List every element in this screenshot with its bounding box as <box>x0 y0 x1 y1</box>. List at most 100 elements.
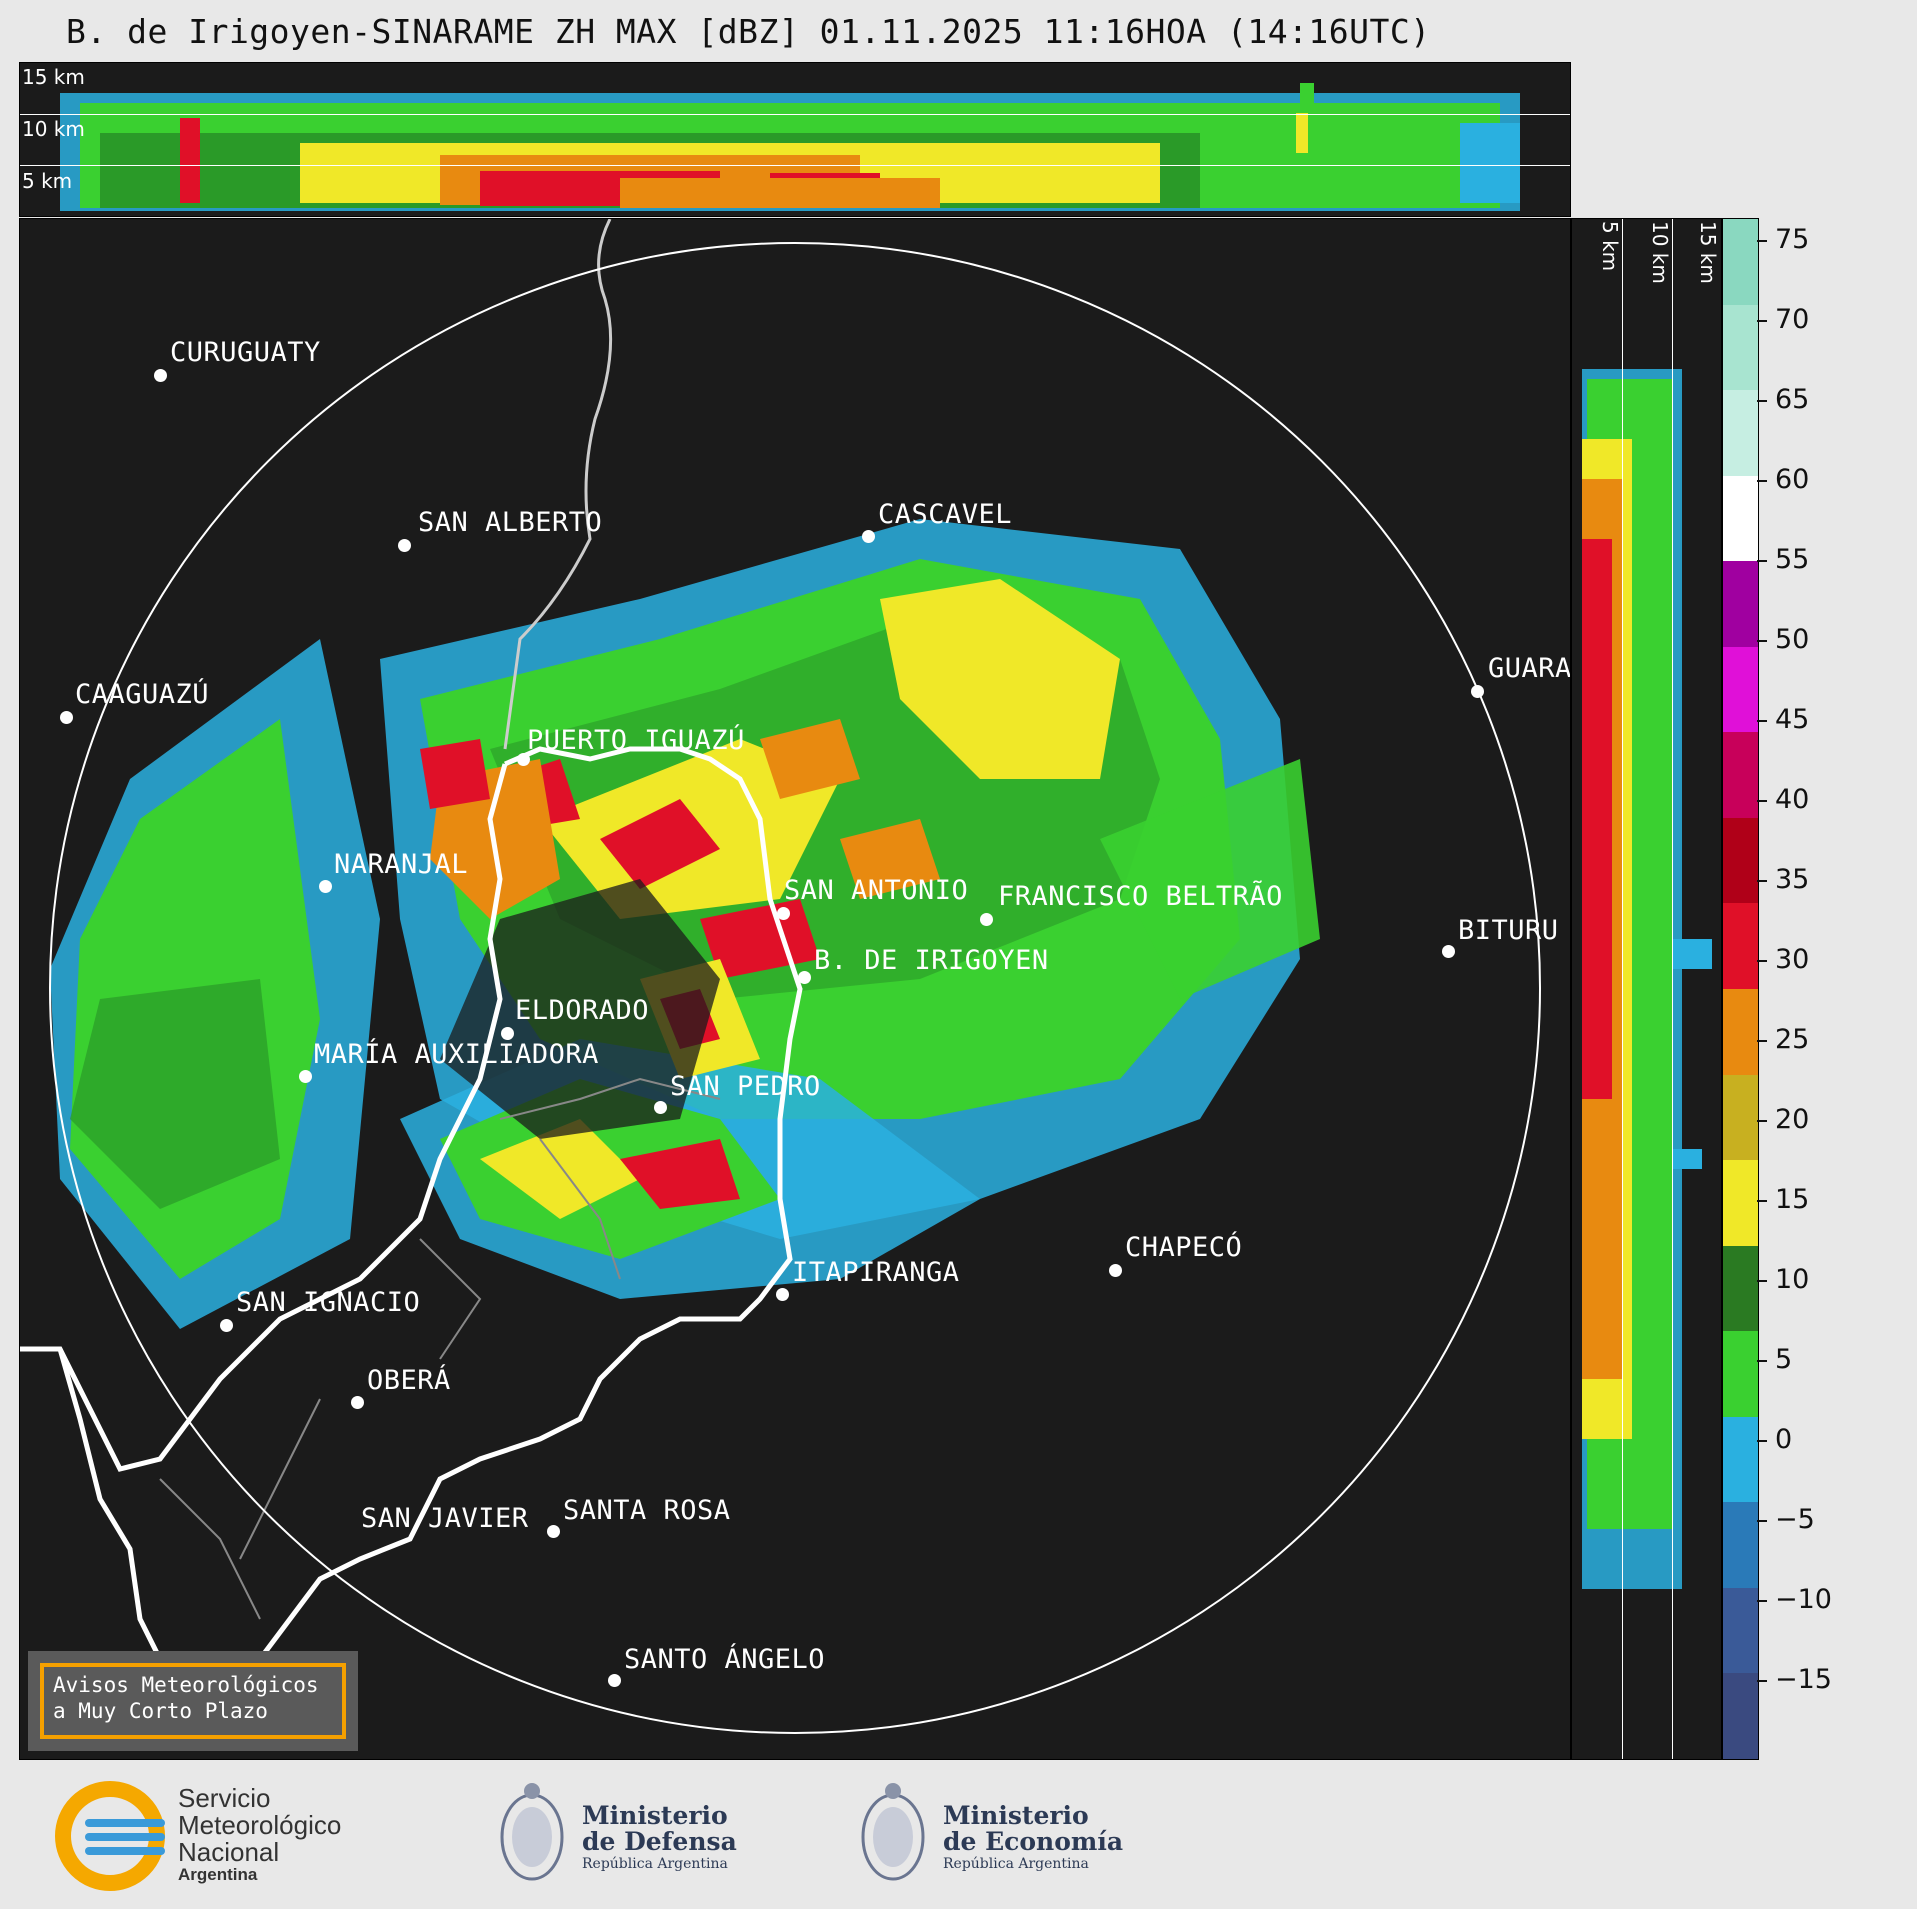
top-cross-section-panel: 15 km 10 km 5 km <box>19 62 1571 217</box>
side-km-label-15: 15 km <box>1696 221 1720 284</box>
city-dot-eldorado <box>501 1027 514 1040</box>
city-label-guara: GUARA <box>1488 653 1571 684</box>
cb-tick-55: 55 <box>1757 544 1809 575</box>
city-label-san-alberto: SAN ALBERTO <box>418 507 603 538</box>
city-dot-naranjal <box>319 880 332 893</box>
economia-logo-text: Ministerio de Economía República Argenti… <box>943 1803 1123 1873</box>
top-km-label-15: 15 km <box>22 65 85 89</box>
city-dot-itapiranga <box>776 1288 789 1301</box>
city-label-b-de-irigoyen: B. DE IRIGOYEN <box>814 945 1049 976</box>
footer-logos: Servicio Meteorológico Nacional Argentin… <box>0 1765 1917 1909</box>
colorbar-band <box>1723 732 1758 821</box>
smn-line-2: Meteorológico <box>178 1810 342 1840</box>
cb-tick-75: 75 <box>1757 224 1809 255</box>
city-dot-santo-angelo <box>608 1674 621 1687</box>
cb-tick-50: 50 <box>1757 624 1809 655</box>
cb-tick-70: 70 <box>1757 304 1809 335</box>
city-label-chapeco: CHAPECÓ <box>1125 1232 1243 1263</box>
border-lines <box>20 219 803 1722</box>
side-cross-section-echoes <box>1582 369 1712 1589</box>
smn-line-4: Argentina <box>178 1865 258 1884</box>
side-km-label-10: 10 km <box>1648 221 1672 284</box>
city-label-san-pedro: SAN PEDRO <box>670 1071 821 1102</box>
city-label-san-antonio: SAN ANTONIO <box>784 875 969 906</box>
cb-tick-60: 60 <box>1757 464 1809 495</box>
cb-tick-minus5: −5 <box>1757 1504 1815 1535</box>
colorbar-band <box>1723 1331 1758 1420</box>
colorbar-band <box>1723 304 1758 394</box>
city-label-naranjal: NARANJAL <box>334 849 469 880</box>
economia-line-2: de Economía <box>943 1827 1124 1856</box>
cb-tick-45: 45 <box>1757 704 1809 735</box>
top-cross-section-echoes <box>20 83 1570 216</box>
city-dot-santa-rosa <box>547 1525 560 1538</box>
warning-box: Avisos Meteorológicos a Muy Corto Plazo <box>28 1651 358 1751</box>
colorbar-band <box>1723 646 1758 736</box>
range-ring <box>49 242 1541 1734</box>
radar-map-panel: CURUGUATY SAN ALBERTO CAAGUAZÚ CASCAVEL … <box>19 218 1571 1760</box>
colorbar-band <box>1723 903 1758 993</box>
warning-line-1: Avisos Meteorológicos <box>53 1673 319 1697</box>
cb-tick-0: 0 <box>1757 1424 1792 1455</box>
city-dot-obera <box>351 1396 364 1409</box>
warning-box-frame: Avisos Meteorológicos a Muy Corto Plazo <box>40 1663 346 1739</box>
cb-tick-20: 20 <box>1757 1104 1809 1135</box>
colorbar-band <box>1723 1416 1758 1506</box>
city-dot-san-pedro <box>654 1101 667 1114</box>
city-label-maria-auxiliadora: MARÍA AUXILIADORA <box>314 1039 599 1070</box>
city-label-curuguaty: CURUGUATY <box>170 337 321 368</box>
colorbar-band <box>1723 1502 1758 1591</box>
city-dot-caaguazu <box>60 711 73 724</box>
colorbar-band <box>1723 219 1758 308</box>
city-dot-maria-auxiliadora <box>299 1070 312 1083</box>
colorbar-band <box>1723 817 1758 907</box>
colorbar-band <box>1723 1245 1758 1335</box>
city-label-francisco-beltrao: FRANCISCO BELTRÃO <box>998 881 1283 912</box>
top-km-label-5: 5 km <box>22 169 73 193</box>
cb-tick-25: 25 <box>1757 1024 1809 1055</box>
city-label-santa-rosa: SANTA ROSA <box>563 1495 731 1526</box>
smn-logo-text: Servicio Meteorológico Nacional Argentin… <box>178 1785 341 1884</box>
cb-tick-10: 10 <box>1757 1264 1809 1295</box>
city-label-san-ignacio: SAN IGNACIO <box>236 1287 421 1318</box>
cb-tick-minus10: −10 <box>1757 1584 1832 1615</box>
side-km-label-5: 5 km <box>1598 221 1622 272</box>
colorbar-band <box>1723 1160 1758 1249</box>
cb-tick-65: 65 <box>1757 384 1809 415</box>
top-km-label-10: 10 km <box>22 117 85 141</box>
radar-reflectivity-layer <box>50 519 1320 1329</box>
cb-tick-40: 40 <box>1757 784 1809 815</box>
colorbar-band <box>1723 561 1758 650</box>
city-dot-chapeco <box>1109 1264 1122 1277</box>
economia-line-3: República Argentina <box>943 1856 1089 1872</box>
cb-tick-35: 35 <box>1757 864 1809 895</box>
city-label-bituru: BITURU <box>1458 915 1559 946</box>
city-dot-b-de-irigoyen <box>798 971 811 984</box>
city-label-san-javier: SAN JAVIER <box>361 1503 529 1534</box>
defensa-line-2: de Defensa <box>582 1827 737 1856</box>
dbz-colorbar-ticks: 75 70 65 60 55 50 45 40 35 30 25 20 15 1… <box>1757 218 1877 1758</box>
city-label-cascavel: CASCAVEL <box>878 499 1013 530</box>
city-label-puerto-iguazu: PUERTO IGUAZÚ <box>527 725 745 756</box>
defensa-line-1: Ministerio <box>582 1801 728 1830</box>
colorbar-band <box>1723 1587 1758 1677</box>
city-label-itapiranga: ITAPIRANGA <box>792 1257 960 1288</box>
warning-line-2: a Muy Corto Plazo <box>53 1699 268 1723</box>
cb-tick-15: 15 <box>1757 1184 1809 1215</box>
city-dot-san-alberto <box>398 539 411 552</box>
cb-tick-5: 5 <box>1757 1344 1792 1375</box>
cb-tick-30: 30 <box>1757 944 1809 975</box>
dbz-colorbar <box>1722 218 1759 1760</box>
defensa-line-3: República Argentina <box>582 1856 728 1872</box>
colorbar-band <box>1723 1673 1758 1759</box>
side-cross-section-panel: 5 km 10 km 15 km <box>1571 218 1722 1760</box>
city-label-obera: OBERÁ <box>367 1365 451 1396</box>
city-label-caaguazu: CAAGUAZÚ <box>75 679 210 710</box>
city-dot-bituru <box>1442 945 1455 958</box>
colorbar-band <box>1723 989 1758 1078</box>
cb-tick-minus15: −15 <box>1757 1664 1832 1695</box>
city-dot-curuguaty <box>154 369 167 382</box>
city-dot-francisco-beltrao <box>980 913 993 926</box>
colorbar-band <box>1723 390 1758 479</box>
defensa-seal-icon <box>500 1783 564 1881</box>
